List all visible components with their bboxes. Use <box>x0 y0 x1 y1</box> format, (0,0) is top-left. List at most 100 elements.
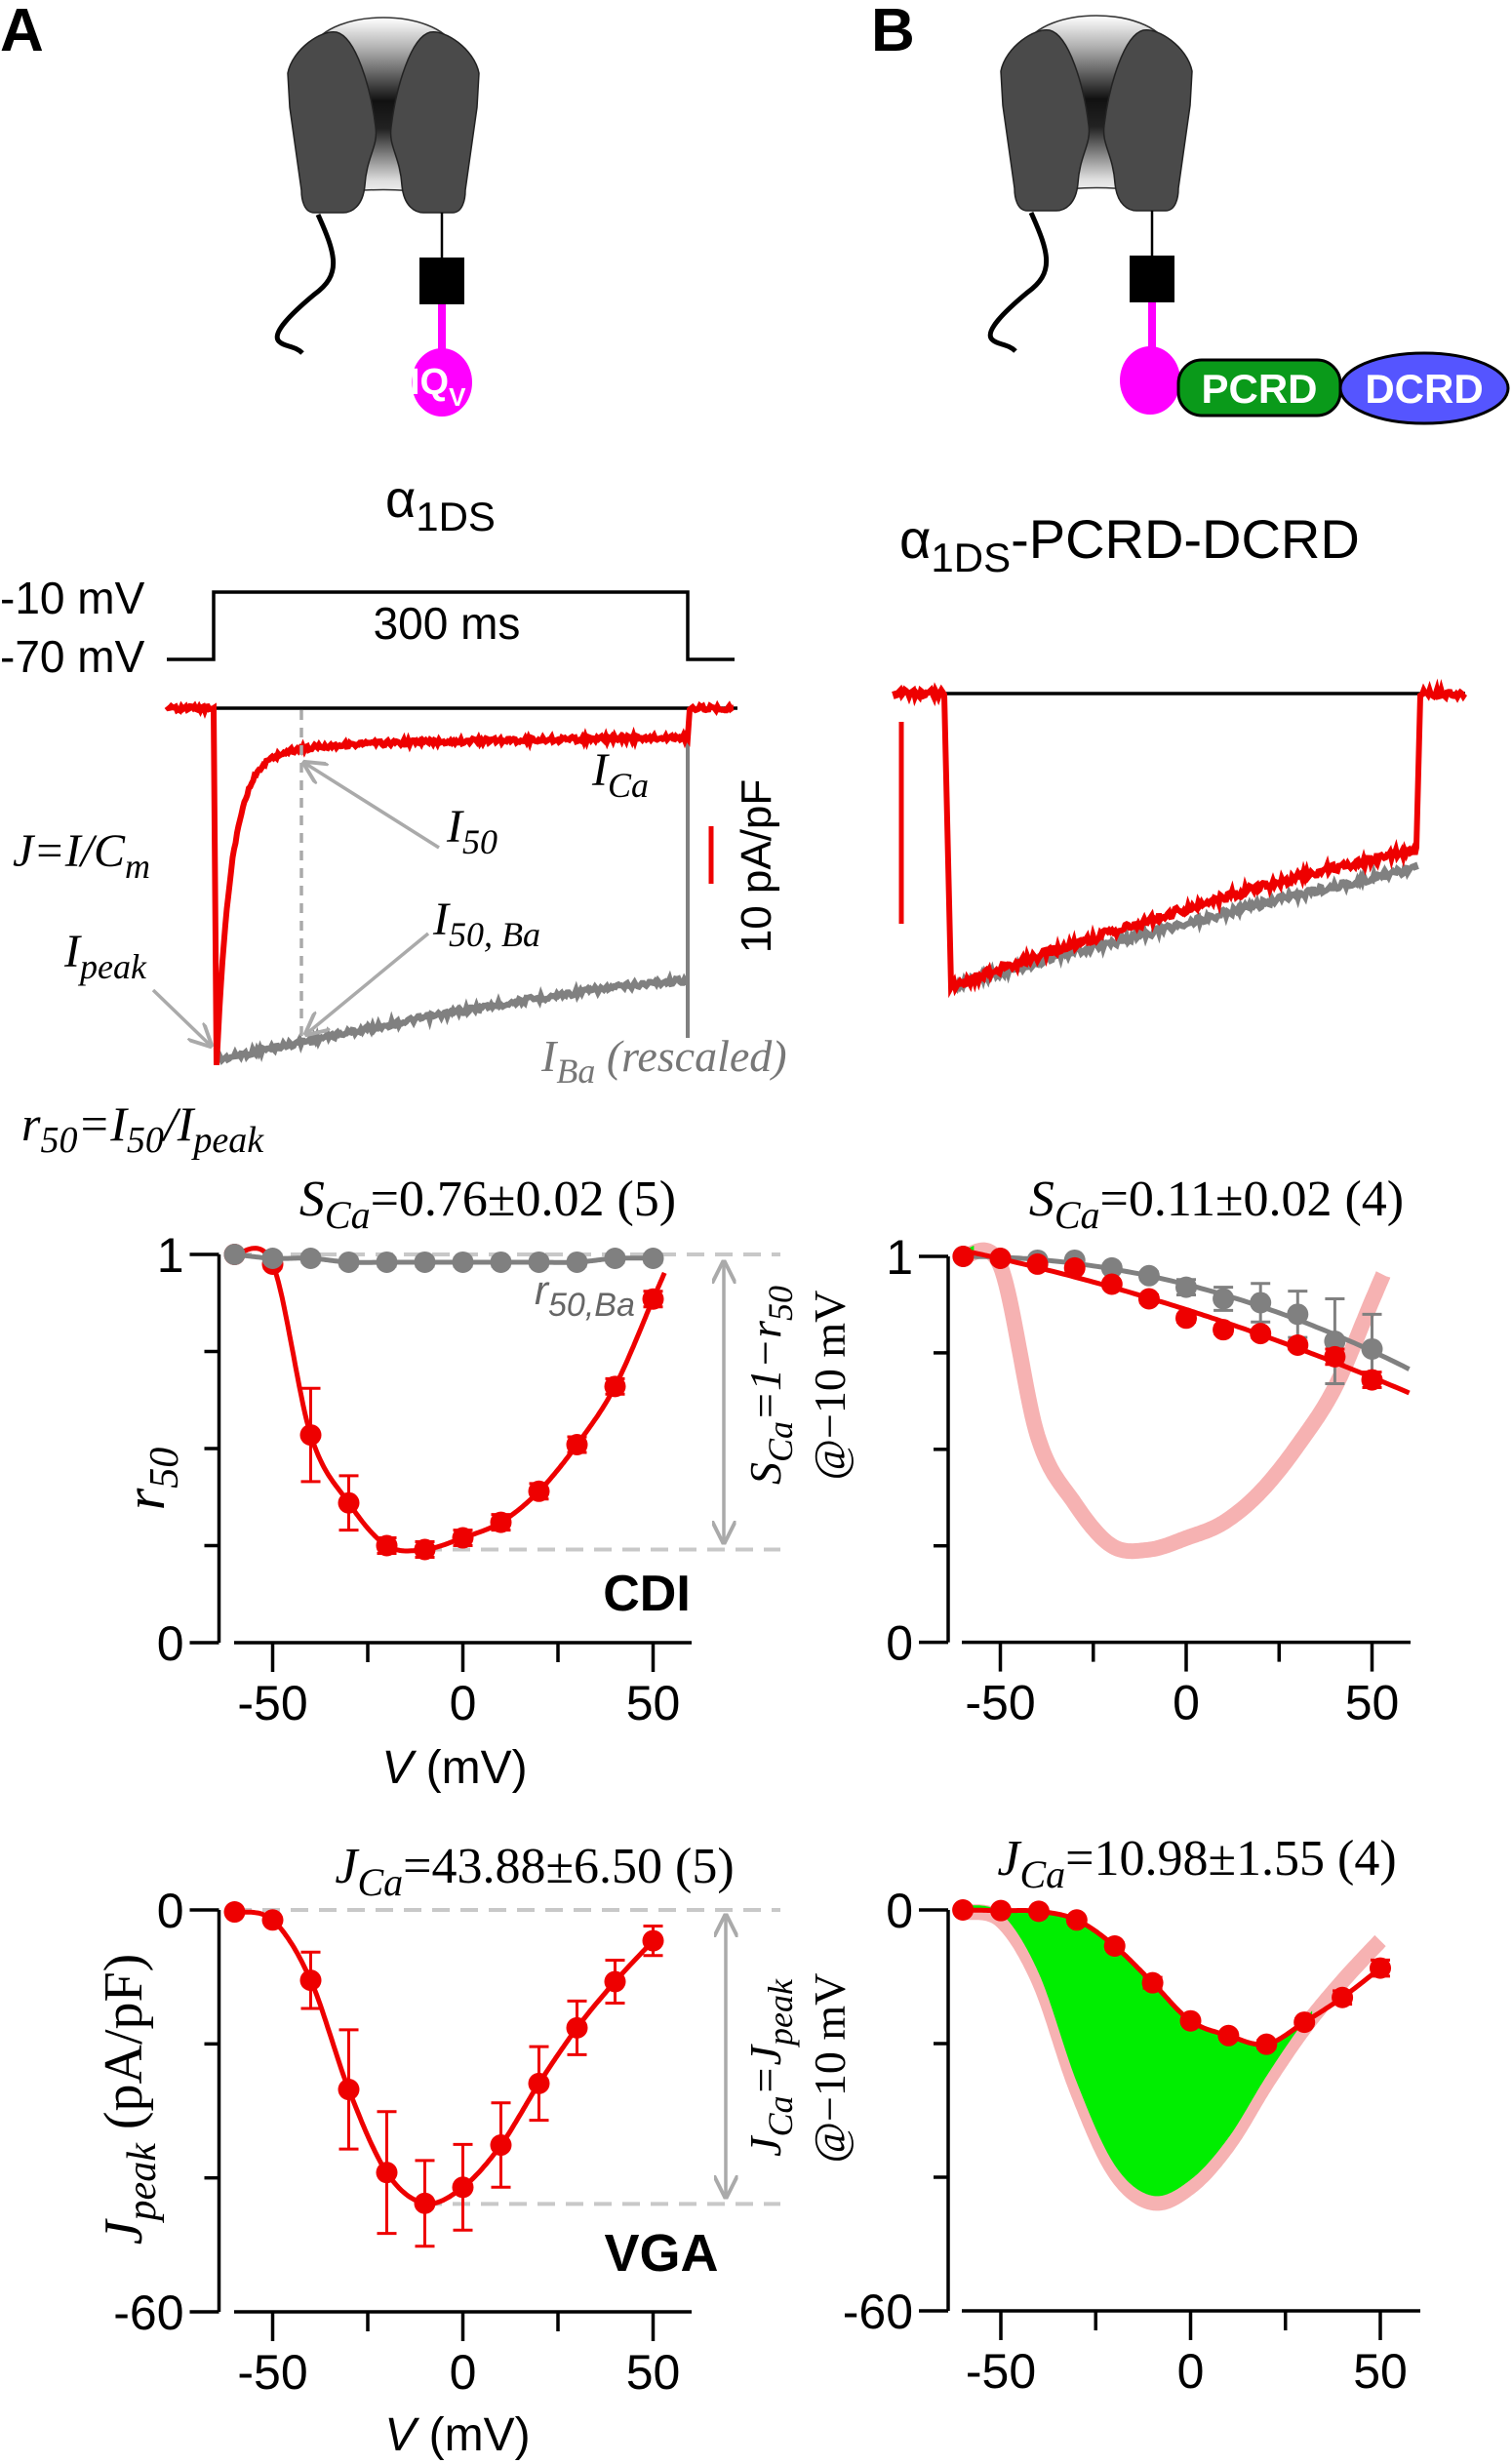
data-point <box>566 2016 588 2039</box>
channel-right-lobe <box>389 31 480 214</box>
data-point <box>299 1969 322 1992</box>
data-point <box>1175 1276 1197 1298</box>
charts: 0 1 -50 0 50 0 1 -50 0 50 -60 0 -50 0 50 -60 0 -50 0 50 <box>113 1228 1420 2400</box>
ica-label: ICa <box>591 744 649 805</box>
data-point <box>604 1375 626 1398</box>
data-point <box>642 1929 664 1952</box>
data-point <box>1141 1971 1164 1994</box>
current-traces-b <box>892 678 1468 999</box>
i50ba-arrow <box>306 932 430 1034</box>
difference-area <box>963 1905 1313 2197</box>
data-point <box>338 1251 360 1273</box>
iq-domain <box>1120 346 1180 415</box>
x-tick-label: -50 <box>237 1676 307 1730</box>
data-point <box>1370 1957 1391 1979</box>
data-point <box>376 1534 398 1557</box>
i50-label: I50 <box>446 801 497 861</box>
ica-trace <box>164 699 735 1065</box>
y-axis-label-j: Jpeak (pA/pF) <box>94 1954 165 2245</box>
y-tick-label: 1 <box>157 1228 184 1283</box>
chart-title-b-r50: SCa=0.11±0.02 (4) <box>1029 1172 1404 1237</box>
fit-line <box>233 1909 656 2206</box>
data-point <box>490 1511 512 1533</box>
ci-region-box <box>419 258 464 304</box>
reference-curve <box>956 1242 1391 1560</box>
current-traces-a <box>164 699 737 1066</box>
data-point <box>604 1247 626 1269</box>
panel-label-a: A <box>0 0 44 64</box>
data-point <box>299 1247 322 1269</box>
iq-domain <box>412 348 472 417</box>
data-point <box>642 1247 664 1269</box>
data-point <box>223 1244 246 1265</box>
iba-trace <box>950 861 1419 995</box>
chart-a_j: -60 0 -50 0 50 <box>113 1884 780 2400</box>
construct-title-b: α1DS-PCRD-DCRD <box>899 508 1360 580</box>
x-tick-label: -50 <box>966 2344 1036 2399</box>
y-tick-label: -60 <box>113 2285 183 2340</box>
x-tick-label: 0 <box>1177 2344 1205 2399</box>
data-point <box>299 1424 322 1447</box>
voltage-low-label: -70 mV <box>0 631 145 682</box>
data-point <box>1063 1256 1086 1279</box>
data-point <box>1100 1273 1123 1295</box>
data-point <box>1250 1323 1272 1345</box>
data-point <box>1255 2033 1278 2055</box>
ipeak-arrow <box>151 988 211 1046</box>
data-point <box>1213 1288 1235 1310</box>
data-point <box>1026 1252 1049 1275</box>
data-point <box>338 1491 360 1514</box>
i50-arrow <box>304 763 440 850</box>
data-point <box>261 1247 284 1269</box>
channel-left-lobe <box>287 31 378 214</box>
data-point <box>414 1251 436 1273</box>
data-point <box>1250 1292 1272 1314</box>
chart-title-a-j: JCa=43.88±6.50 (5) <box>335 1839 734 1904</box>
x-axis-label-j: V (mV) <box>384 2409 530 2461</box>
data-point <box>1027 1900 1050 1923</box>
ci-region-box <box>1130 256 1174 302</box>
x-tick-label: 50 <box>1345 1676 1400 1730</box>
chart-b_j: -60 0 -50 0 50 <box>843 1884 1420 2399</box>
data-point <box>642 1288 664 1310</box>
iq-domain-label: IQV <box>410 362 466 412</box>
data-point <box>566 1434 588 1456</box>
data-point <box>1361 1337 1383 1360</box>
data-point <box>1287 1333 1309 1356</box>
data-point <box>528 1480 550 1502</box>
iba-label: IBa (rescaled) <box>540 1031 787 1091</box>
x-tick-label: -50 <box>965 1676 1035 1730</box>
y-tick-label: 0 <box>157 1616 184 1671</box>
data-point <box>528 2072 550 2094</box>
data-point <box>604 1970 626 1993</box>
chart-title-b-j: JCa=10.98±1.55 (4) <box>997 1831 1396 1896</box>
data-point <box>338 2079 360 2101</box>
x-tick-label: 0 <box>450 1676 477 1730</box>
construct-title-a: α1DS <box>385 470 496 539</box>
dcrd-label: DCRD <box>1365 366 1483 412</box>
ipeak-label: Ipeak <box>63 926 147 986</box>
data-point <box>261 1909 284 1931</box>
scale-bar-label: 10 pA/pF <box>733 779 780 954</box>
y-tick-label: 0 <box>886 1616 913 1671</box>
data-point <box>1293 2011 1316 2034</box>
y-tick-label: 1 <box>886 1230 913 1285</box>
data-point <box>452 1527 474 1549</box>
x-axis-label-r50: V (mV) <box>381 1742 527 1794</box>
chart-b_r50: 0 1 -50 0 50 <box>886 1230 1411 1730</box>
data-point <box>1065 1909 1088 1931</box>
data-point <box>490 1251 512 1273</box>
jca-voltage-label: @−10 mV <box>805 1973 855 2164</box>
x-tick-label: 0 <box>450 2345 477 2400</box>
y-axis-label-r50: r50 <box>113 1448 187 1511</box>
y-tick-label: 0 <box>886 1884 913 1938</box>
data-point <box>1217 2024 1240 2047</box>
cdi-label: CDI <box>603 1566 691 1622</box>
i50ba-label: I50, Ba <box>432 894 540 954</box>
x-tick-label: 50 <box>1353 2344 1408 2399</box>
data-point <box>452 2176 474 2199</box>
r50-definition: r50=I50/Ipeak <box>21 1096 264 1161</box>
data-point <box>1137 1264 1160 1287</box>
panel-label-b: B <box>871 0 915 64</box>
